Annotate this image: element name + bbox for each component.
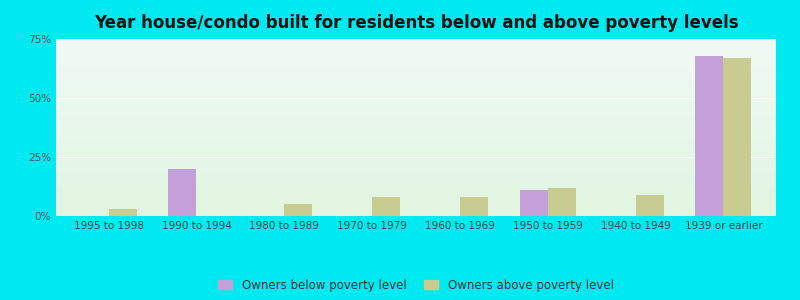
Title: Year house/condo built for residents below and above poverty levels: Year house/condo built for residents bel…: [94, 14, 738, 32]
Bar: [168, 169, 197, 216]
Legend: Owners below poverty level, Owners above poverty level: Owners below poverty level, Owners above…: [214, 275, 618, 295]
Bar: [520, 190, 548, 216]
Bar: [460, 197, 488, 216]
Bar: [548, 188, 576, 216]
Bar: [109, 209, 137, 216]
Bar: [635, 195, 664, 216]
Bar: [372, 197, 400, 216]
Bar: [284, 204, 312, 216]
Bar: [723, 58, 751, 216]
Bar: [695, 56, 723, 216]
